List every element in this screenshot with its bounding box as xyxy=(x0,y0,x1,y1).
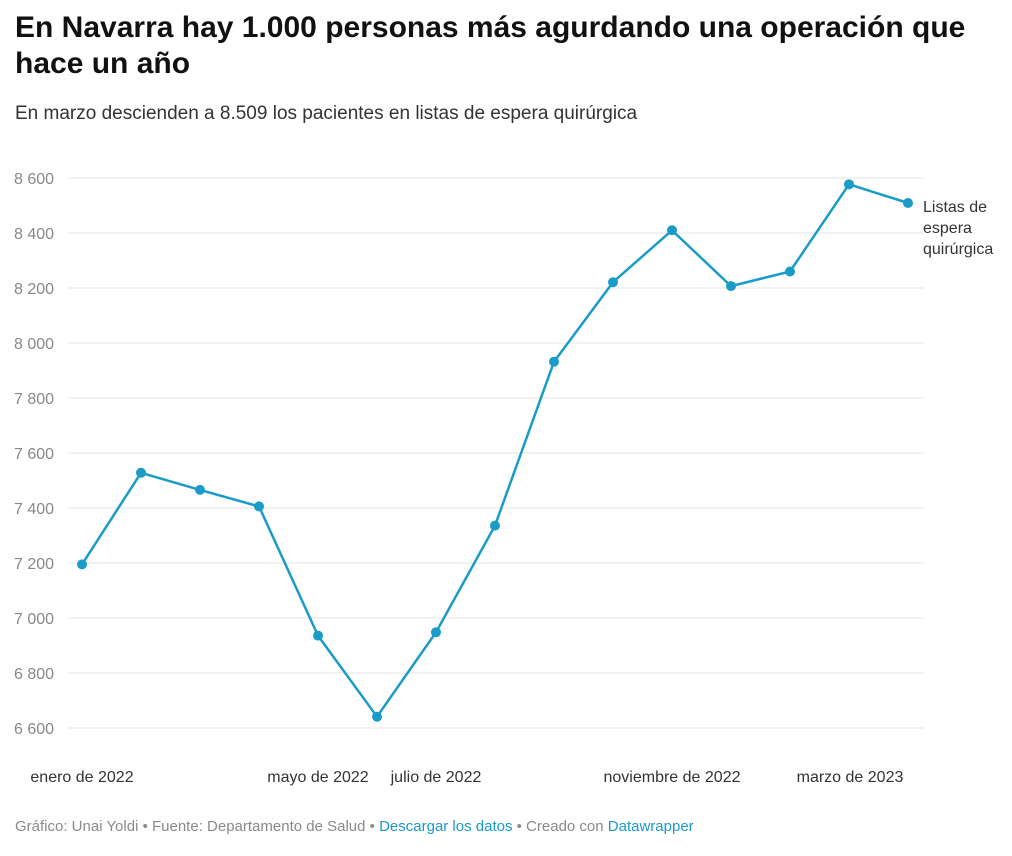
data-points xyxy=(77,179,913,722)
y-axis-tick-labels: 6 600 6 800 7 000 7 200 7 400 7 600 7 800 8 000… xyxy=(14,171,54,738)
series-label-line: quirúrgica xyxy=(923,241,993,258)
data-point xyxy=(726,281,736,292)
x-tick-label: julio de 2022 xyxy=(390,769,482,786)
series-label: Listas de espera quirúrgica xyxy=(923,199,993,258)
data-point xyxy=(254,501,264,512)
data-point xyxy=(903,198,913,209)
line-chart: 6 600 6 800 7 000 7 200 7 400 7 600 7 800 8 000… xyxy=(14,171,993,786)
y-tick-label: 8 400 xyxy=(14,226,54,243)
data-point xyxy=(490,520,500,531)
chart-title: En Navarra hay 1.000 personas más agurda… xyxy=(15,11,966,80)
chart-subtitle: En marzo descienden a 8.509 los paciente… xyxy=(15,103,638,124)
y-tick-label: 7 600 xyxy=(14,446,54,463)
data-point xyxy=(844,179,854,190)
grid-lines xyxy=(68,177,924,729)
y-tick-label: 8 200 xyxy=(14,281,54,298)
x-axis-tick-labels: enero de 2022 mayo de 2022 julio de 2022 no… xyxy=(30,769,903,786)
datawrapper-link[interactable]: Datawrapper xyxy=(607,818,694,835)
series-labels: Listas de espera quirúrgica xyxy=(923,199,993,258)
data-point xyxy=(431,627,441,638)
series-label-line: Listas de xyxy=(923,199,987,216)
y-tick-label: 7 400 xyxy=(14,501,54,518)
series-label-line: espera xyxy=(923,220,972,237)
data-point xyxy=(313,630,323,641)
y-tick-label: 7 800 xyxy=(14,391,54,408)
data-point xyxy=(136,467,146,478)
data-point xyxy=(372,711,382,722)
y-tick-label: 8 600 xyxy=(14,171,54,188)
download-data-link[interactable]: Descargar los datos xyxy=(379,818,513,835)
footer: Gráfico: Unai Yoldi • Fuente: Departamen… xyxy=(15,817,694,837)
data-point xyxy=(195,484,205,495)
series-line-layer xyxy=(80,183,909,718)
footer-credit: Gráfico: Unai Yoldi • Fuente: Departamen… xyxy=(15,818,380,835)
footer-created-text: • Creado con xyxy=(512,818,608,835)
data-point xyxy=(77,559,87,570)
x-tick-label: enero de 2022 xyxy=(30,769,133,786)
y-tick-label: 6 600 xyxy=(14,721,54,738)
data-point xyxy=(608,277,618,288)
data-point xyxy=(785,266,795,277)
x-tick-label: marzo de 2023 xyxy=(797,769,904,786)
y-tick-label: 7 000 xyxy=(14,611,54,628)
y-tick-label: 8 000 xyxy=(14,336,54,353)
y-tick-label: 7 200 xyxy=(14,556,54,573)
y-tick-label: 6 800 xyxy=(14,666,54,683)
x-tick-label: mayo de 2022 xyxy=(267,769,369,786)
data-point xyxy=(667,225,677,236)
data-point xyxy=(549,356,559,367)
series-line xyxy=(80,183,909,718)
x-tick-label: noviembre de 2022 xyxy=(604,769,741,786)
